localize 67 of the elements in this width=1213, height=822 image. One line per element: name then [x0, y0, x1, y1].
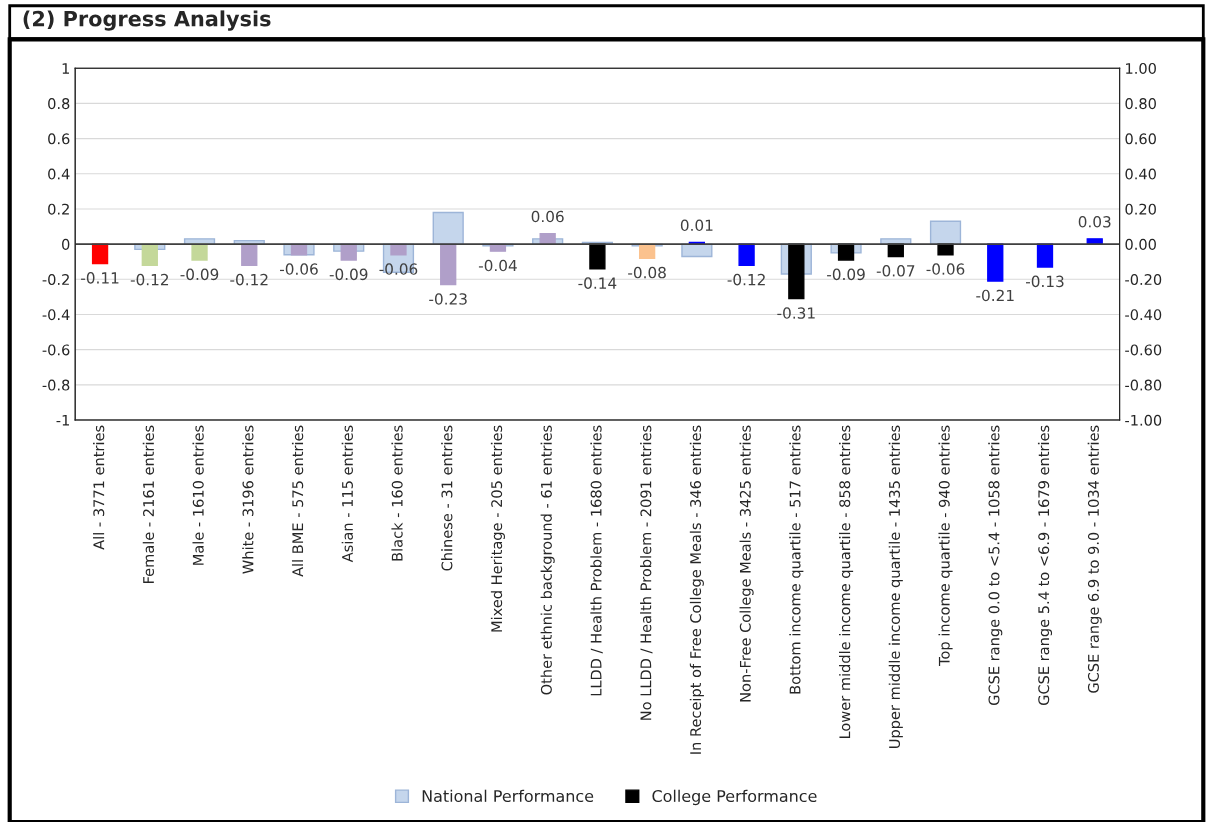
y2-tick-label: 0.60	[1125, 133, 1156, 145]
data-label: -0.31	[777, 307, 815, 319]
y-tick-label: 0.4	[48, 168, 70, 180]
data-label: -0.06	[279, 263, 318, 275]
y2-tick-label: -0.40	[1125, 309, 1162, 321]
data-label: -0.23	[429, 293, 467, 305]
x-tick-label: Black - 160 entries	[391, 425, 403, 561]
x-tick-label: Lower middle income quartile - 858 entries	[839, 425, 854, 739]
x-tick-label: Asian - 115 entries	[341, 425, 353, 563]
x-tick-label: LLDD / Health Problem - 1680 entries	[590, 425, 603, 696]
y2-tick-label: -1.00	[1125, 414, 1162, 426]
x-tick-label: All BME - 575 entries	[291, 425, 304, 577]
data-label: -0.12	[727, 273, 765, 286]
legend-label: National Performance	[422, 789, 594, 803]
x-tick-label: Chinese - 31 entries	[441, 425, 453, 571]
x-tick-label: No LLDD / Health Problem - 2091 entries	[640, 425, 653, 720]
x-tick-label: Bottom income quartile - 517 entries	[789, 425, 804, 694]
data-label: -0.09	[827, 268, 865, 281]
x-tick-label: All - 3771 entries	[93, 425, 105, 550]
data-label: -0.06	[379, 263, 418, 275]
legend-label: College Performance	[652, 789, 817, 806]
data-label: -0.12	[130, 273, 169, 286]
data-label: 0.01	[680, 219, 713, 232]
data-label: -0.09	[329, 268, 368, 281]
data-label: -0.07	[876, 265, 915, 277]
y2-tick-label: 0.40	[1125, 168, 1156, 180]
data-label: -0.13	[1025, 275, 1064, 288]
x-tick-label: Other ethnic background - 61 entries	[540, 425, 555, 695]
data-label: 0.06	[531, 210, 564, 223]
x-tick-label: GCSE range 5.4 to <6.9 - 1679 entries	[1037, 425, 1053, 706]
y-tick-label: 0.8	[48, 98, 70, 110]
y2-tick-label: -0.20	[1125, 274, 1162, 286]
data-label: -0.06	[926, 263, 965, 275]
x-tick-label: Male - 1610 entries	[192, 425, 204, 565]
y-tick-label: 0.6	[48, 133, 70, 145]
y-tick-label: 0	[62, 238, 70, 250]
x-tick-label: Mixed Heritage - 205 entries	[490, 425, 505, 632]
y2-tick-label: -0.60	[1125, 344, 1162, 356]
x-tick-label: In Receipt of Free College Meals - 346 entries	[689, 425, 704, 754]
x-tick-label: Female - 2161 entries	[142, 425, 155, 584]
y2-tick-label: 0.00	[1125, 238, 1156, 250]
x-tick-label: GCSE range 6.9 to 9.0 - 1034 entries	[1087, 425, 1102, 693]
x-tick-label: GCSE range 0.0 to <5.4 - 1058 entries	[988, 425, 1003, 706]
y-tick-label: -0.8	[42, 379, 70, 391]
data-label: 0.03	[1078, 216, 1111, 228]
y-tick-label: 1	[62, 63, 69, 74]
data-label: -0.11	[81, 272, 119, 284]
y-tick-label: 0.2	[48, 203, 69, 215]
data-label: -0.14	[578, 277, 617, 289]
data-label: -0.12	[230, 273, 268, 286]
y2-tick-label: 0.20	[1125, 203, 1156, 215]
x-tick-label: White - 3196 entries	[242, 425, 254, 574]
y2-tick-label: 1.00	[1126, 62, 1156, 74]
chart-title: (2) Progress Analysis	[23, 10, 271, 31]
data-label: -0.09	[180, 268, 219, 281]
data-label: -0.04	[478, 259, 517, 272]
data-label: -0.21	[976, 289, 1014, 302]
y2-tick-label: -0.80	[1125, 379, 1162, 391]
x-tick-label: Top income quartile - 940 entries	[938, 425, 953, 667]
x-tick-label: Non-Free College Meals - 3425 entries	[739, 425, 754, 702]
x-tick-label: Upper middle income quartile - 1435 entries	[888, 425, 903, 748]
data-label: -0.08	[628, 266, 666, 279]
y-tick-label: -1	[56, 414, 69, 426]
y-tick-label: -0.2	[42, 274, 69, 286]
y-tick-label: -0.6	[42, 344, 70, 356]
y2-tick-label: 0.80	[1125, 98, 1156, 110]
y-tick-label: -0.4	[42, 309, 70, 321]
